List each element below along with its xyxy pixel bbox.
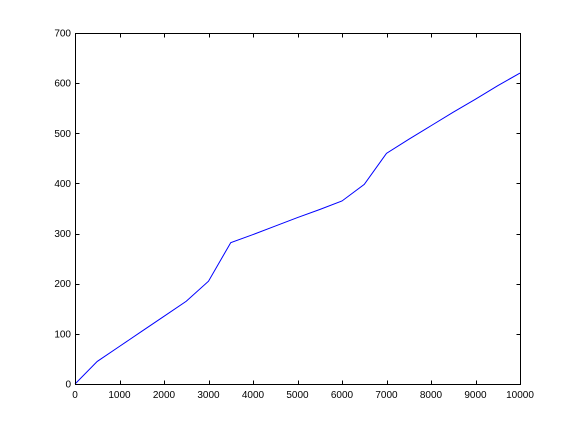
y-tick-label-6: 600 — [54, 79, 71, 90]
y-tick-label-7: 700 — [54, 29, 71, 40]
y-tick-label-4: 400 — [54, 179, 71, 190]
x-tick-label-10: 10000 — [506, 390, 534, 401]
axis-tick-labels: 0 1000 2000 3000 4000 5000 6000 7000 8000 9000 100… — [54, 29, 534, 402]
x-tick-label-1: 1000 — [108, 390, 131, 401]
y-tick-label-2: 200 — [54, 279, 71, 290]
plot-lines — [74, 72, 521, 385]
x-tick-label-5: 5000 — [286, 390, 309, 401]
plot-area-frame — [75, 33, 521, 385]
x-tick-label-9: 9000 — [464, 390, 487, 401]
y-tick-label-1: 100 — [54, 329, 71, 340]
axis-ticks — [75, 33, 521, 385]
x-tick-label-0: 0 — [72, 390, 78, 401]
y-tick-label-0: 0 — [65, 380, 71, 391]
x-tick-label-3: 3000 — [197, 390, 220, 401]
y-tick-label-3: 300 — [54, 229, 71, 240]
x-tick-label-2: 2000 — [153, 390, 176, 401]
x-tick-label-6: 6000 — [331, 390, 354, 401]
x-tick-label-7: 7000 — [375, 390, 398, 401]
series-line-0 — [74, 72, 521, 385]
x-tick-label-4: 4000 — [242, 390, 265, 401]
x-tick-label-8: 8000 — [420, 390, 443, 401]
y-tick-label-5: 500 — [54, 129, 71, 140]
